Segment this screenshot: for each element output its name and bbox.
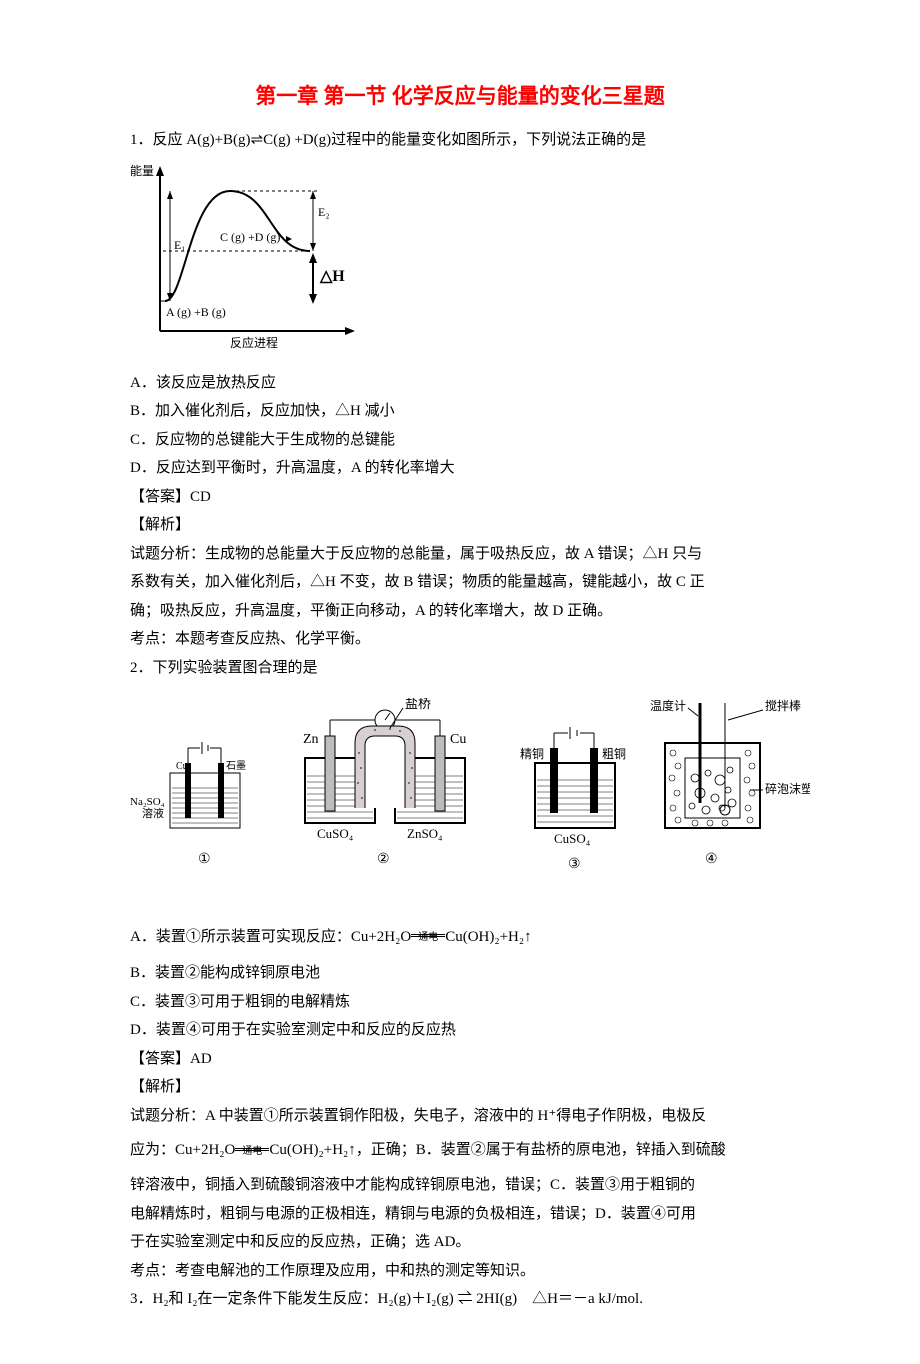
q1-expl-4: 考点：本题考查反应热、化学平衡。 (130, 625, 790, 654)
q2-expl-2: 应为：Cu+2H₂O通电Cu(OH)₂+H₂↑，正确；B．装置②属于有盐桥的原电… (130, 1136, 790, 1165)
q2-optC: C．装置③可用于粗铜的电解精炼 (130, 988, 790, 1017)
e1-label: E₁ (174, 238, 186, 252)
q1-optC: C．反应物的总键能大于生成物的总键能 (130, 426, 790, 455)
svg-text:④: ④ (705, 852, 718, 867)
q2-optA: A．装置①所示装置可实现反应：Cu+2H₂O通电Cu(OH)₂+H₂↑ (130, 923, 790, 952)
svg-text:温度计: 温度计 (650, 698, 686, 713)
q3-stem: 3．H₂和 I₂在一定条件下能发生反应：H₂(g)＋I₂(g) ⇌ 2HI(g)… (130, 1285, 790, 1314)
q1-stem: 1．反应 A(g)+B(g)⇌C(g) +D(g)过程中的能量变化如图所示，下列… (130, 126, 790, 155)
q2-expl-6: 考点：考查电解池的工作原理及应用，中和热的测定等知识。 (130, 1257, 790, 1286)
q1-expl-label: 【解析】 (130, 511, 790, 540)
svg-text:Cu: Cu (176, 761, 188, 772)
q1-figure: E₁ E₂ △H 能量 C (g) +D (g) A (g) +B (g) 反应… (130, 161, 790, 361)
q2-optD: D．装置④可用于在实验室测定中和反应的反应热 (130, 1016, 790, 1045)
svg-text:①: ① (198, 852, 211, 867)
q2-expl-1: 试题分析：A 中装置①所示装置铜作阳极，失电子，溶液中的 H⁺得电子作阴极，电极… (130, 1102, 790, 1131)
svg-text:CuSO₄: CuSO₄ (554, 831, 591, 846)
svg-text:搅拌棒: 搅拌棒 (765, 698, 801, 713)
q1-expl-2: 系数有关，加入催化剂后，△H 不变，故 B 错误；物质的能量越高，键能越小，故 … (130, 568, 790, 597)
q1-optA: A．该反应是放热反应 (130, 369, 790, 398)
q1-expl-1: 试题分析：生成物的总能量大于反应物的总能量，属于吸热反应，故 A 错误；△H 只… (130, 540, 790, 569)
svg-text:溶液: 溶液 (142, 806, 164, 820)
q1-answer: 【答案】CD (130, 483, 790, 512)
page-title: 第一章 第一节 化学反应与能量的变化三星题 (130, 80, 790, 110)
x-axis-label: 反应进程 (230, 335, 278, 350)
q2-expl-label: 【解析】 (130, 1073, 790, 1102)
svg-text:②: ② (377, 852, 390, 867)
q2-answer: 【答案】AD (130, 1045, 790, 1074)
q2-stem: 2．下列实验装置图合理的是 (130, 654, 790, 683)
q2-figure: Cu 石墨 Na₂SO₄ 溶液 ① (130, 698, 790, 899)
ab-label: A (g) +B (g) (166, 305, 226, 319)
dh-label: △H (319, 268, 345, 285)
q2-expl-4: 电解精炼时，粗铜与电源的正极相连，精铜与电源的负极相连，错误；D．装置④可用 (130, 1200, 790, 1229)
svg-text:盐桥: 盐桥 (405, 698, 431, 711)
svg-text:③: ③ (568, 857, 581, 872)
q1-optB: B．加入催化剂后，反应加快，△H 减小 (130, 397, 790, 426)
e2-label: E₂ (318, 205, 330, 219)
svg-text:石墨: 石墨 (226, 760, 246, 772)
q1-optD: D．反应达到平衡时，升高温度，A 的转化率增大 (130, 454, 790, 483)
svg-text:CuSO₄: CuSO₄ (317, 826, 354, 841)
q2-expl-5: 于在实验室测定中和反应的反应热，正确；选 AD。 (130, 1228, 790, 1257)
q2-expl-3: 锌溶液中，铜插入到硫酸铜溶液中才能构成锌铜原电池，错误；C．装置③用于粗铜的 (130, 1171, 790, 1200)
svg-text:Na₂SO₄: Na₂SO₄ (130, 796, 165, 808)
q1-expl-3: 确；吸热反应，升高温度，平衡正向移动，A 的转化率增大，故 D 正确。 (130, 597, 790, 626)
svg-text:粗铜: 粗铜 (602, 746, 626, 761)
svg-text:精铜: 精铜 (520, 746, 544, 761)
svg-text:Zn: Zn (303, 732, 319, 747)
svg-text:碎泡沫塑料: 碎泡沫塑料 (765, 781, 810, 796)
q2-optB: B．装置②能构成锌铜原电池 (130, 959, 790, 988)
cd-label: C (g) +D (g) (220, 230, 280, 244)
svg-text:Cu: Cu (450, 732, 466, 747)
y-axis-label: 能量 (130, 164, 154, 178)
svg-text:ZnSO₄: ZnSO₄ (407, 826, 443, 841)
